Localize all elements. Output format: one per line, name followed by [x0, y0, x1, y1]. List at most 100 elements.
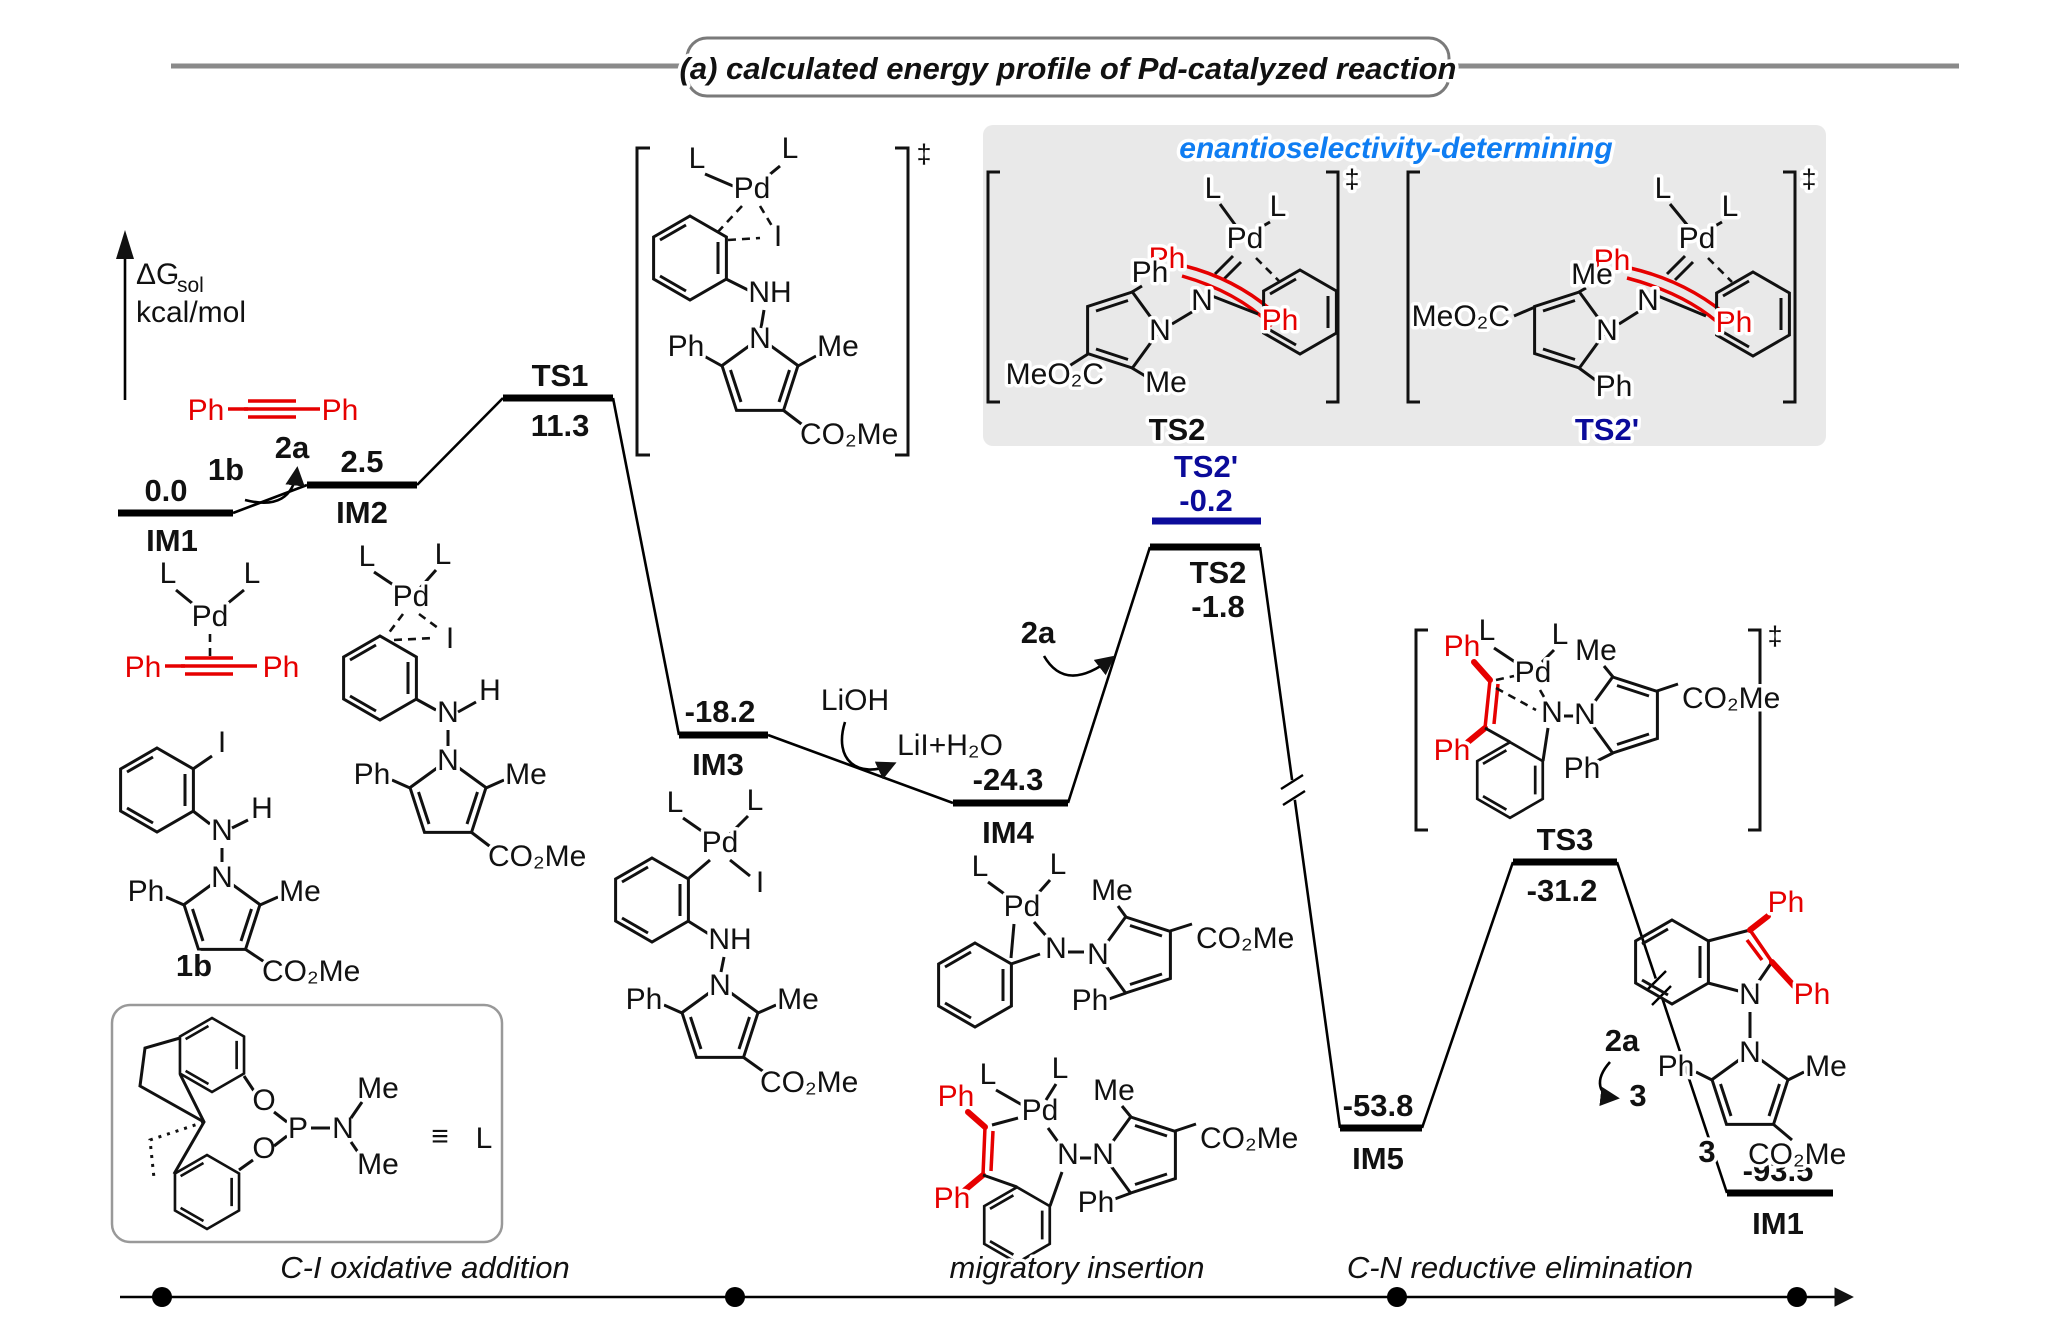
atom-n: N: [1092, 1138, 1114, 1171]
enantioselectivity-label: enantioselectivity-determining: [1179, 132, 1612, 165]
atom-pd: Pd: [192, 600, 229, 633]
level-name: IM1: [146, 523, 198, 558]
level-value: -1.8: [1191, 589, 1244, 624]
y-axis-unit: kcal/mol: [136, 296, 246, 329]
benzene-ring: [614, 856, 690, 944]
atom-l: L: [435, 538, 452, 571]
atom-ph: Ph: [1658, 1050, 1695, 1083]
structure-2a-alkyne: Ph Ph: [184, 391, 362, 431]
stage-label-oxidative-addition: C-I oxidative addition: [280, 1250, 570, 1285]
label-2a: 2a: [1021, 615, 1056, 650]
atom-me: Me: [1805, 1050, 1847, 1083]
structure-ts2-prime: ‡ L L Pd Ph Ph N N Me MeO₂C Ph TS2': [1406, 161, 1820, 451]
stage-dot: [725, 1287, 745, 1307]
label-1b: 1b: [208, 452, 244, 487]
atom-l: L: [1655, 172, 1672, 205]
atom-co2me: CO₂Me: [262, 955, 360, 988]
energy-levels: [118, 394, 1833, 1197]
atom-ph: Ph: [263, 651, 300, 684]
stage-label-migratory-insertion: migratory insertion: [950, 1250, 1205, 1285]
atom-p: P: [288, 1112, 308, 1145]
atom-l: L: [972, 850, 989, 883]
atom-n: N: [709, 969, 731, 1002]
level-value: -31.2: [1527, 873, 1598, 908]
level-name: IM2: [336, 495, 388, 530]
structure-ts2: ‡ L L Pd Ph Ph N N Ph Me MeO₂C TS2: [986, 161, 1363, 451]
benzene-ring: [652, 214, 728, 302]
hashed-wedge: [148, 1120, 205, 1179]
annotation-1b-2a: 1b 2a Ph Ph: [184, 391, 362, 504]
atom-l: L: [747, 784, 764, 817]
atom-co2me: CO₂Me: [1682, 682, 1780, 715]
atom-o: O: [252, 1084, 275, 1117]
atom-me: Me: [505, 758, 547, 791]
atom-ph: Ph: [1072, 984, 1109, 1017]
atom-l: L: [1722, 190, 1739, 223]
annotation-lioh: LiOH LiI+H₂O: [817, 681, 1006, 780]
atom-l: L: [359, 540, 376, 573]
atom-ph: Ph: [1716, 306, 1753, 339]
atom-pd: Pd: [1004, 890, 1041, 923]
atom-l: L: [689, 142, 706, 175]
enantio-box: enantioselectivity-determining ‡ L L Pd …: [983, 125, 1826, 451]
atom-me: Me: [1575, 634, 1617, 667]
y-axis-label-subscript: sol: [177, 274, 204, 297]
atom-co2me: CO₂Me: [1196, 922, 1294, 955]
atom-ph: Ph: [934, 1182, 971, 1215]
axis-break-ts2-im5: [1280, 773, 1306, 807]
atom-ph: Ph: [354, 758, 391, 791]
atom-l: L: [1050, 848, 1067, 881]
pyrrole-ring: [1583, 675, 1659, 755]
atom-l: L: [244, 557, 261, 590]
level-value: -53.8: [1343, 1088, 1414, 1123]
atom-l: L: [1552, 618, 1569, 651]
atom-pd: Pd: [1515, 656, 1552, 689]
atom-n: N: [1057, 1138, 1079, 1171]
atom-me: Me: [357, 1072, 399, 1105]
atom-co2me: CO₂Me: [760, 1066, 858, 1099]
atom-h: H: [479, 674, 501, 707]
level-name: IM3: [692, 747, 744, 782]
structure-im4: L L Pd N N Me CO₂Me Ph: [937, 845, 1298, 1029]
atom-ph: Ph: [1078, 1186, 1115, 1219]
atom-meo2c: MeO₂C: [1006, 358, 1104, 391]
atom-me: Me: [1091, 874, 1133, 907]
y-axis-label: ΔG: [136, 258, 179, 291]
atom-l: L: [980, 1058, 997, 1091]
ts2-caption: TS2: [1149, 412, 1206, 447]
atom-pd: Pd: [1022, 1094, 1059, 1127]
atom-n: N: [211, 814, 233, 847]
annotation-2a-3: 2a 3: [1598, 1020, 1650, 1117]
atom-meo2c: MeO₂C: [1412, 300, 1510, 333]
atom-ph: Ph: [1594, 244, 1631, 277]
atom-i: I: [446, 622, 454, 655]
atom-o: O: [252, 1132, 275, 1165]
atom-pd: Pd: [734, 172, 771, 205]
dagger-icon: ‡: [1801, 164, 1816, 194]
structure-im3: L L Pd I NH N Ph Me CO₂Me: [614, 781, 862, 1103]
level-name: TS3: [1537, 822, 1594, 857]
pyrrole-ring: [1096, 915, 1172, 995]
structure-3: Ph Ph N N Ph Me CO₂Me 3: [1634, 883, 1850, 1175]
atom-n: N: [1596, 314, 1618, 347]
atom-me: Me: [1093, 1074, 1135, 1107]
x-axis: C-I oxidative addition migratory inserti…: [120, 1247, 1854, 1307]
structure-im5: Ph L L Pd N Ph N Me CO₂Me Ph: [930, 1049, 1302, 1265]
atom-me: Me: [817, 330, 859, 363]
atom-h: H: [251, 792, 273, 825]
atom-nh: NH: [748, 276, 791, 309]
figure-title: (a) calculated energy profile of Pd-cata…: [680, 51, 1457, 86]
atom-n: N: [749, 322, 771, 355]
level-value: -24.3: [973, 762, 1044, 797]
level-value: 0.0: [144, 473, 187, 508]
benzene-ring: [1634, 918, 1710, 1006]
atom-l: L: [667, 786, 684, 819]
atom-ph: Ph: [1768, 886, 1805, 919]
atom-n: N: [1739, 978, 1761, 1011]
atom-i: I: [774, 220, 782, 253]
atom-n: N: [437, 744, 459, 777]
stage-dot: [152, 1287, 172, 1307]
atom-l: L: [1479, 614, 1496, 647]
dagger-icon: ‡: [1344, 164, 1359, 194]
